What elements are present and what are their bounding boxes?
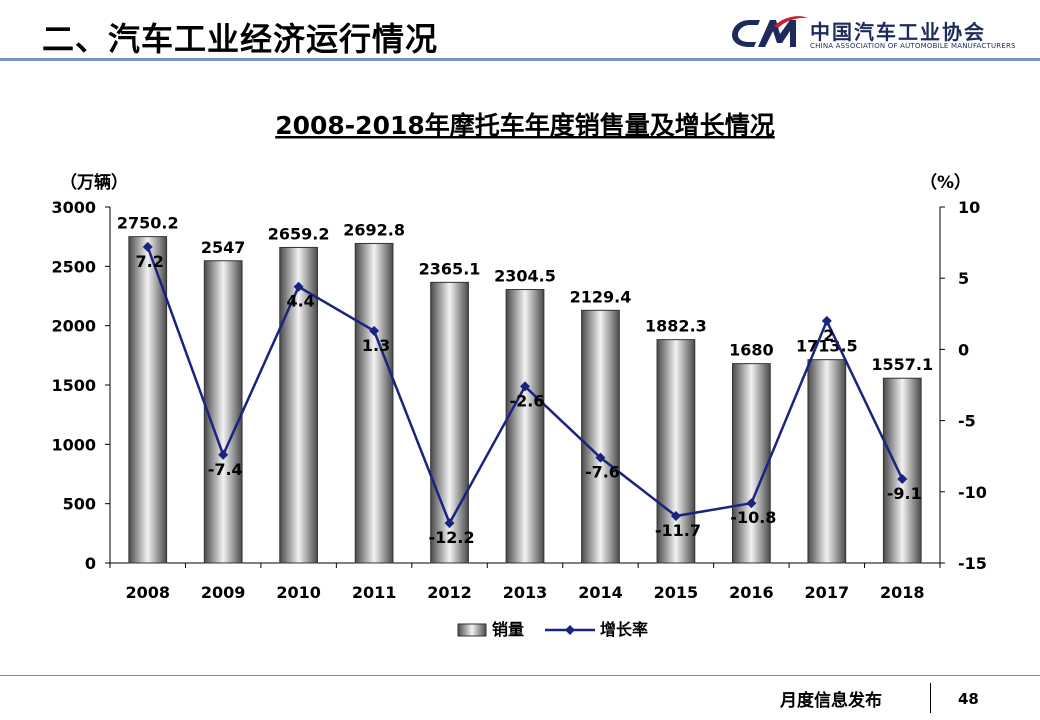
right-axis-unit: （%） bbox=[920, 172, 971, 193]
growth-rate-label: -10.8 bbox=[730, 508, 776, 527]
legend-bar-label: 销量 bbox=[492, 620, 524, 639]
growth-rate-label: -11.7 bbox=[655, 521, 701, 540]
sales-value-label: 2659.2 bbox=[268, 224, 330, 243]
sales-bar bbox=[203, 260, 243, 564]
caam-logo: 中国汽车工业协会 CHINA ASSOCIATION OF AUTOMOBILE… bbox=[730, 14, 1030, 54]
growth-rate-point bbox=[746, 498, 757, 509]
x-category-label: 2011 bbox=[352, 583, 397, 602]
sales-bar bbox=[354, 242, 394, 564]
left-tick-label: 1000 bbox=[51, 435, 96, 454]
x-category-label: 2016 bbox=[729, 583, 774, 602]
right-tick-label: -10 bbox=[958, 483, 987, 502]
x-category-label: 2009 bbox=[201, 583, 246, 602]
sales-value-label: 1680 bbox=[729, 341, 774, 360]
right-tick-label: -5 bbox=[958, 412, 976, 431]
sales-value-label: 2692.8 bbox=[343, 220, 405, 239]
sales-value-label: 2547 bbox=[201, 238, 246, 257]
sales-bar bbox=[505, 289, 545, 564]
growth-rate-point bbox=[444, 518, 455, 529]
growth-rate-point bbox=[293, 281, 304, 292]
sales-growth-chart: 2008-2018年摩托车年度销售量及增长情况 （万辆） （%） 0500100… bbox=[51, 111, 987, 639]
growth-rate-label: -7.6 bbox=[585, 463, 620, 482]
sales-bar bbox=[279, 246, 319, 564]
sales-bar bbox=[128, 236, 168, 564]
x-category-label: 2013 bbox=[503, 583, 548, 602]
growth-rate-label: 7.2 bbox=[136, 252, 164, 271]
page-number: 48 bbox=[958, 690, 979, 708]
caam-logo-icon bbox=[732, 16, 808, 47]
growth-rate-label: 1.3 bbox=[362, 336, 390, 355]
chart-title: 2008-2018年摩托车年度销售量及增长情况 bbox=[275, 111, 775, 140]
left-tick-label: 2000 bbox=[51, 317, 96, 336]
x-category-label: 2017 bbox=[805, 583, 850, 602]
x-category-label: 2008 bbox=[125, 583, 170, 602]
logo-chinese-name: 中国汽车工业协会 bbox=[810, 20, 986, 44]
sales-bar bbox=[581, 309, 620, 564]
slide-heading: 二、汽车工业经济运行情况 bbox=[42, 20, 439, 58]
growth-rate-point bbox=[897, 473, 908, 484]
sales-value-label: 2365.1 bbox=[419, 259, 481, 278]
right-tick-label: 0 bbox=[958, 340, 969, 359]
sales-value-label: 1882.3 bbox=[645, 317, 707, 336]
x-category-label: 2014 bbox=[578, 583, 623, 602]
footer-divider bbox=[930, 683, 931, 713]
x-category-label: 2010 bbox=[276, 583, 321, 602]
growth-rate-label: 2 bbox=[823, 326, 834, 345]
x-category-label: 2015 bbox=[654, 583, 699, 602]
growth-rate-point bbox=[142, 241, 153, 252]
sales-bar bbox=[807, 359, 847, 564]
right-tick-label: 5 bbox=[958, 269, 969, 288]
sales-bar bbox=[656, 339, 696, 564]
left-tick-label: 3000 bbox=[51, 198, 96, 217]
left-tick-label: 1500 bbox=[51, 376, 96, 395]
growth-rate-label: -12.2 bbox=[428, 528, 474, 547]
left-tick-label: 2500 bbox=[51, 257, 96, 276]
growth-rate-point bbox=[520, 381, 530, 392]
left-axis-unit: （万辆） bbox=[60, 172, 128, 193]
growth-rate-point bbox=[595, 452, 606, 463]
x-category-label: 2018 bbox=[880, 583, 925, 602]
sales-bar bbox=[732, 363, 771, 564]
sales-bar bbox=[882, 377, 922, 564]
growth-rate-label: -9.1 bbox=[887, 484, 922, 503]
sales-bar bbox=[430, 281, 469, 564]
growth-rate-point bbox=[218, 449, 229, 460]
sales-value-label: 2750.2 bbox=[117, 214, 179, 233]
legend-line-label: 增长率 bbox=[600, 620, 648, 639]
growth-rate-point bbox=[670, 511, 681, 522]
growth-rate-label: 4.4 bbox=[286, 292, 314, 311]
left-tick-label: 0 bbox=[85, 554, 96, 573]
footer-rule bbox=[0, 675, 1040, 676]
x-category-label: 2012 bbox=[427, 583, 472, 602]
logo-english-name: CHINA ASSOCIATION OF AUTOMOBILE MANUFACT… bbox=[810, 42, 1016, 50]
left-tick-label: 500 bbox=[63, 495, 96, 514]
right-tick-label: 10 bbox=[958, 198, 980, 217]
legend-line-marker bbox=[565, 625, 575, 635]
growth-rate-point bbox=[821, 315, 832, 326]
growth-rate-label: -7.4 bbox=[208, 460, 243, 479]
sales-value-label: 1557.1 bbox=[871, 355, 933, 374]
growth-rate-point bbox=[369, 325, 380, 336]
sales-value-label: 2304.5 bbox=[494, 267, 556, 286]
slide-header: 二、汽车工业经济运行情况 中国汽车工业协会 CHINA ASSOCIATION … bbox=[0, 0, 1040, 64]
footer-title: 月度信息发布 bbox=[780, 691, 882, 711]
right-tick-label: -15 bbox=[958, 554, 987, 573]
header-rule bbox=[0, 58, 1040, 61]
sales-value-label: 2129.4 bbox=[570, 287, 632, 306]
legend-bar-swatch bbox=[457, 623, 487, 637]
growth-rate-label: -2.6 bbox=[510, 391, 545, 410]
